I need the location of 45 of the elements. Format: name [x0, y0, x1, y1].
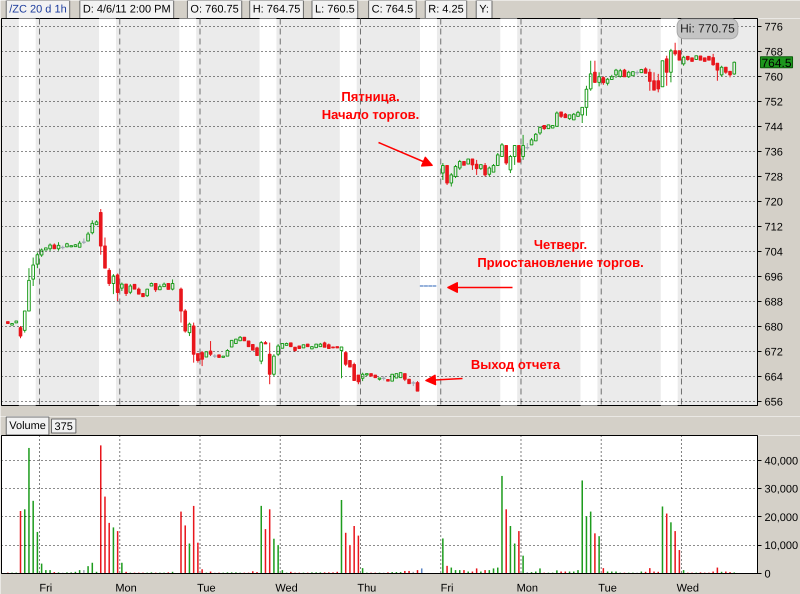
x-tick-label: Mon [115, 582, 137, 594]
x-tick-label: Thu [357, 582, 376, 594]
text: O: 760.75 [190, 4, 239, 16]
text: H: 764.75 [252, 4, 300, 16]
x-tick-label: Tue [197, 582, 216, 594]
y-tick-label: 752 [764, 96, 783, 108]
x-tick-label: Fri [39, 582, 52, 594]
annotation: Пятница. Начало торгов. [322, 89, 420, 122]
y-tick-label: 40,000 [764, 455, 798, 468]
y-tick-label: 0 [764, 568, 771, 580]
text: D: 4/6/11 2:00 PM [82, 4, 171, 16]
y-tick-label: 30,000 [764, 484, 798, 496]
text: L: 760.5 [314, 4, 355, 16]
y-tick-label: 760 [764, 71, 783, 84]
y-tick-label: 20,000 [764, 512, 798, 524]
y-tick-label: 776 [764, 21, 783, 34]
chart-title: /ZC 20 d 1h [9, 4, 67, 16]
x-tick-label: Wed [676, 582, 700, 594]
annotation: Hi: 770.75 [680, 22, 736, 36]
x-tick-label: Fri [440, 582, 454, 594]
x-tick-label: Mon [516, 582, 538, 594]
chart-title: Volume [9, 420, 46, 432]
y-tick-label: 720 [764, 196, 783, 209]
y-tick-label: 680 [764, 322, 783, 334]
y-tick-label: 768 [764, 46, 783, 58]
annotation: Четверг. Приостановление торгов. [477, 237, 644, 270]
text: 764.5 [762, 56, 792, 70]
annotation: Выход отчета [470, 357, 561, 372]
text: 375 [54, 421, 73, 433]
y-tick-label: 672 [764, 346, 783, 359]
y-tick-label: 736 [764, 146, 783, 158]
y-tick-label: 704 [764, 246, 783, 259]
y-tick-label: 696 [764, 272, 783, 284]
y-tick-label: 656 [764, 396, 783, 409]
x-tick-label: Tue [598, 582, 617, 594]
y-tick-label: 688 [764, 296, 783, 309]
y-tick-label: 10,000 [764, 540, 798, 552]
text: R: 4.25 [428, 4, 464, 16]
y-tick-label: 712 [764, 222, 783, 234]
text: C: 764.5 [372, 4, 414, 16]
x-tick-label: Wed [275, 582, 298, 594]
y-tick-label: 744 [764, 121, 783, 134]
y-tick-label: 728 [764, 171, 783, 184]
text: Y: [479, 4, 490, 16]
y-tick-label: 664 [764, 372, 783, 384]
